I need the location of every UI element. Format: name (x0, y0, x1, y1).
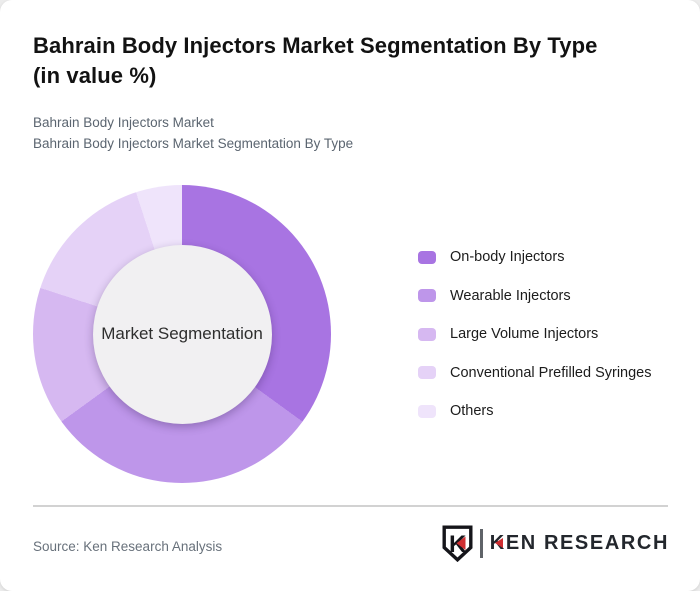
legend-label: Others (450, 403, 494, 419)
legend-label: Wearable Injectors (450, 287, 571, 304)
logo-divider (480, 528, 483, 558)
brand-text: K EN RESEARCH (490, 532, 669, 555)
legend-item-wearable-injectors[interactable]: Wearable Injectors (418, 287, 652, 304)
brand-red-triangle-icon (494, 538, 503, 548)
donut-center: Market Segmentation (92, 244, 272, 424)
donut-center-label: Market Segmentation (101, 324, 263, 343)
legend-item-on-body-injectors[interactable]: On-body Injectors (418, 249, 652, 265)
legend-swatch (418, 250, 436, 264)
source-text: Source: Ken Research Analysis (33, 539, 223, 554)
page-title: Bahrain Body Injectors Market Segmentati… (33, 33, 598, 88)
donut-chart-wrap: Market Segmentation (33, 185, 331, 483)
legend-swatch (418, 366, 436, 379)
shield-red-triangle-icon (456, 536, 466, 550)
legend: On-body Injectors Wearable Injectors Lar… (418, 249, 652, 443)
ken-research-shield-icon: K (442, 525, 473, 562)
chart-area: Market Segmentation On-body Injectors We… (0, 170, 700, 500)
chart-subtitle-line1: Bahrain Body Injectors Market (33, 115, 214, 130)
legend-item-conventional-prefilled-syringes[interactable]: Conventional Prefilled Syringes (418, 364, 652, 381)
brand-k: K (489, 531, 506, 554)
legend-swatch (418, 289, 436, 302)
legend-item-others[interactable]: Others (418, 403, 652, 419)
legend-label: On-body Injectors (450, 249, 565, 265)
legend-label: Large Volume Injectors (450, 326, 599, 342)
footer-divider (33, 505, 668, 507)
ken-research-logo: K K EN RESEARCH (442, 523, 669, 563)
brand-rest: EN RESEARCH (505, 531, 669, 554)
legend-item-large-volume-injectors[interactable]: Large Volume Injectors (418, 326, 652, 342)
shield-k-letter: K (449, 531, 467, 558)
chart-subtitles: Bahrain Body Injectors Market Bahrain Bo… (33, 112, 353, 154)
chart-subtitle-line2: Bahrain Body Injectors Market Segmentati… (33, 136, 354, 151)
legend-swatch (418, 327, 436, 341)
legend-label: Conventional Prefilled Syringes (450, 364, 652, 381)
legend-swatch (418, 404, 436, 418)
